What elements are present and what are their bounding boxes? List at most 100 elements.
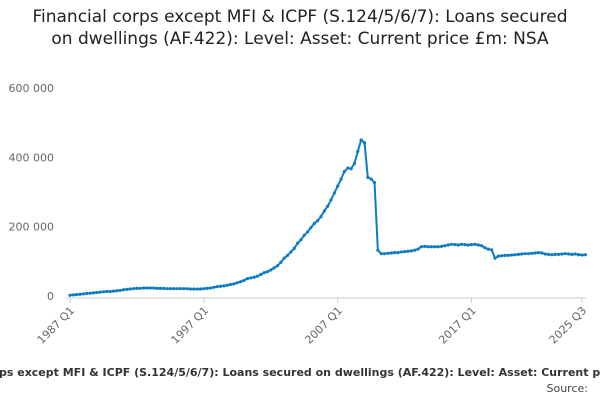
data-point bbox=[369, 177, 373, 181]
data-point bbox=[282, 256, 286, 260]
data-point bbox=[510, 253, 514, 257]
data-point bbox=[359, 138, 363, 142]
data-point bbox=[275, 264, 280, 268]
data-point bbox=[530, 251, 534, 255]
data-point bbox=[152, 286, 156, 290]
data-point bbox=[105, 289, 109, 294]
data-point bbox=[138, 286, 142, 290]
data-point bbox=[98, 290, 102, 294]
data-point bbox=[332, 191, 336, 195]
data-point bbox=[443, 244, 447, 248]
data-point bbox=[486, 247, 490, 251]
data-point bbox=[185, 287, 189, 291]
data-point bbox=[403, 249, 407, 254]
source-label: Source: bbox=[547, 382, 589, 395]
data-point bbox=[449, 242, 454, 246]
data-point bbox=[513, 253, 517, 257]
data-point bbox=[346, 166, 350, 170]
data-point bbox=[115, 289, 119, 293]
y-tick-label: 400 000 bbox=[9, 151, 55, 164]
data-point bbox=[269, 268, 273, 272]
data-point bbox=[386, 251, 390, 255]
data-point bbox=[165, 287, 169, 291]
x-tick-label: 1987 Q1 bbox=[35, 304, 78, 347]
data-point bbox=[316, 219, 320, 223]
data-point bbox=[409, 249, 413, 253]
data-point bbox=[192, 287, 196, 291]
data-point bbox=[503, 253, 507, 257]
data-point bbox=[262, 271, 266, 275]
data-point bbox=[469, 243, 474, 247]
data-point bbox=[580, 253, 584, 257]
data-point bbox=[155, 286, 159, 290]
data-point bbox=[480, 244, 484, 248]
data-point bbox=[85, 291, 89, 296]
data-point bbox=[439, 244, 444, 248]
x-tick-label: 1997 Q1 bbox=[169, 304, 212, 347]
data-point bbox=[396, 251, 400, 255]
data-point bbox=[516, 252, 521, 256]
data-point bbox=[423, 244, 427, 248]
data-point bbox=[245, 277, 249, 281]
data-point bbox=[131, 287, 136, 291]
y-tick-label: 200 000 bbox=[9, 221, 55, 234]
data-point bbox=[292, 246, 296, 251]
data-point bbox=[125, 287, 129, 291]
data-point bbox=[212, 285, 216, 289]
data-point bbox=[399, 250, 403, 254]
data-point bbox=[466, 243, 470, 247]
data-point bbox=[158, 286, 162, 290]
data-point bbox=[81, 292, 85, 296]
data-point bbox=[413, 248, 417, 252]
data-point bbox=[546, 252, 551, 256]
data-point bbox=[463, 243, 467, 247]
data-point bbox=[382, 252, 387, 256]
data-point bbox=[118, 288, 122, 293]
data-point bbox=[577, 253, 581, 257]
data-point bbox=[135, 286, 139, 290]
data-point bbox=[111, 289, 116, 293]
data-point bbox=[272, 266, 276, 270]
series-line bbox=[69, 138, 586, 297]
data-point bbox=[406, 249, 410, 253]
data-point bbox=[252, 275, 256, 279]
data-point bbox=[198, 287, 203, 291]
data-point bbox=[225, 283, 229, 287]
data-point bbox=[265, 270, 270, 274]
data-point bbox=[453, 243, 457, 247]
data-point bbox=[419, 245, 423, 249]
data-point bbox=[239, 280, 243, 284]
data-point bbox=[570, 252, 574, 256]
data-point bbox=[583, 253, 587, 257]
x-tick-label: 2025 Q3 bbox=[547, 304, 590, 347]
data-point bbox=[108, 289, 112, 294]
data-point bbox=[506, 253, 510, 257]
data-point bbox=[172, 287, 176, 291]
data-point bbox=[319, 214, 323, 219]
data-point bbox=[305, 230, 310, 234]
data-point bbox=[259, 272, 263, 277]
data-point bbox=[490, 248, 494, 252]
chart-title: Financial corps except MFI & ICPF (S.124… bbox=[32, 7, 568, 49]
data-point bbox=[178, 287, 183, 291]
data-point bbox=[88, 291, 92, 295]
data-point bbox=[279, 260, 283, 264]
data-point bbox=[188, 287, 193, 291]
data-point bbox=[567, 252, 571, 256]
data-point bbox=[242, 278, 246, 282]
x-tick-label: 2017 Q1 bbox=[436, 304, 479, 347]
data-point bbox=[362, 141, 367, 145]
data-point bbox=[493, 256, 497, 260]
data-point bbox=[500, 254, 504, 258]
y-tick-label: 600 000 bbox=[9, 82, 55, 95]
data-point bbox=[556, 252, 561, 256]
data-point bbox=[473, 242, 477, 246]
data-point bbox=[436, 245, 440, 249]
data-point bbox=[356, 149, 360, 153]
data-point bbox=[560, 252, 564, 256]
x-tick-label: 2007 Q1 bbox=[302, 304, 345, 347]
data-point bbox=[168, 287, 172, 291]
data-point bbox=[526, 252, 531, 256]
y-tick-label: 0 bbox=[47, 290, 54, 303]
